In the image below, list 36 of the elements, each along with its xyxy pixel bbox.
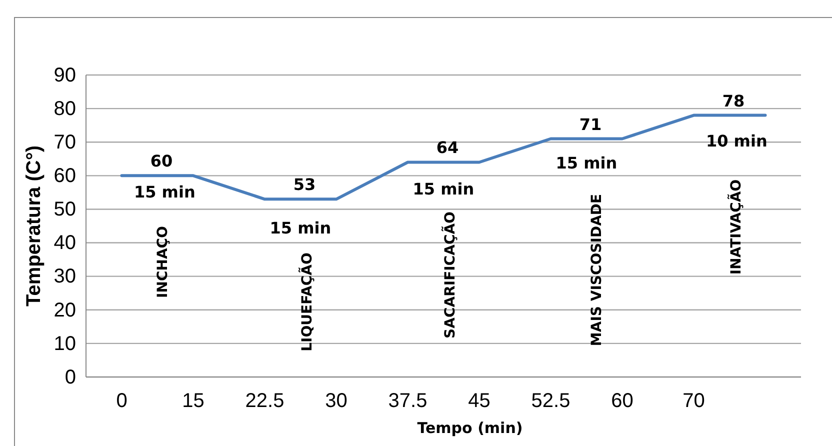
annotation: LIQUEFAÇÃO — [298, 252, 316, 352]
y-tick-label: 80 — [54, 98, 76, 120]
y-tick-label: 60 — [54, 165, 76, 188]
annotation: 15 min — [270, 218, 332, 238]
x-tick-label: 52.5 — [531, 390, 570, 412]
annotation: INCHAÇO — [155, 226, 172, 298]
x-tick-label: 30 — [325, 390, 348, 412]
annotation: 15 min — [556, 154, 618, 172]
x-tick-label: 15 — [182, 390, 204, 412]
y-tick-label: 70 — [54, 132, 76, 154]
annotation: 15 min — [134, 182, 196, 202]
y-tick-label: 20 — [54, 299, 76, 322]
data-label: 71 — [579, 114, 602, 134]
data-label: 64 — [436, 138, 459, 158]
x-tick-label: 70 — [682, 390, 705, 412]
x-axis-title: Tempo (min) — [417, 419, 523, 437]
data-label: 60 — [150, 152, 173, 171]
y-axis-title: Temperatura (C°) — [23, 146, 45, 306]
data-label: 78 — [722, 91, 745, 110]
y-tick-label: 50 — [54, 198, 76, 221]
annotation: 10 min — [706, 132, 768, 150]
x-tick-label: 37.5 — [388, 390, 428, 412]
annotation: MAIS VISCOSIDADE — [589, 194, 606, 346]
annotation: 15 min — [412, 180, 474, 198]
y-tick-label: 90 — [54, 64, 76, 86]
y-tick-label: 30 — [54, 266, 76, 288]
x-tick-label: 45 — [468, 390, 490, 412]
data-label: 53 — [293, 175, 316, 194]
y-tick-label: 10 — [54, 332, 76, 355]
y-tick-label: 0 — [64, 366, 76, 388]
x-tick-label: 22.5 — [245, 390, 284, 412]
y-tick-label: 40 — [54, 232, 76, 254]
annotation: SACARIFICAÇÃO — [440, 211, 459, 338]
x-tick-label: 60 — [611, 390, 634, 412]
x-tick-label: 0 — [116, 390, 128, 412]
annotation: INATIVAÇÃO — [726, 179, 745, 275]
